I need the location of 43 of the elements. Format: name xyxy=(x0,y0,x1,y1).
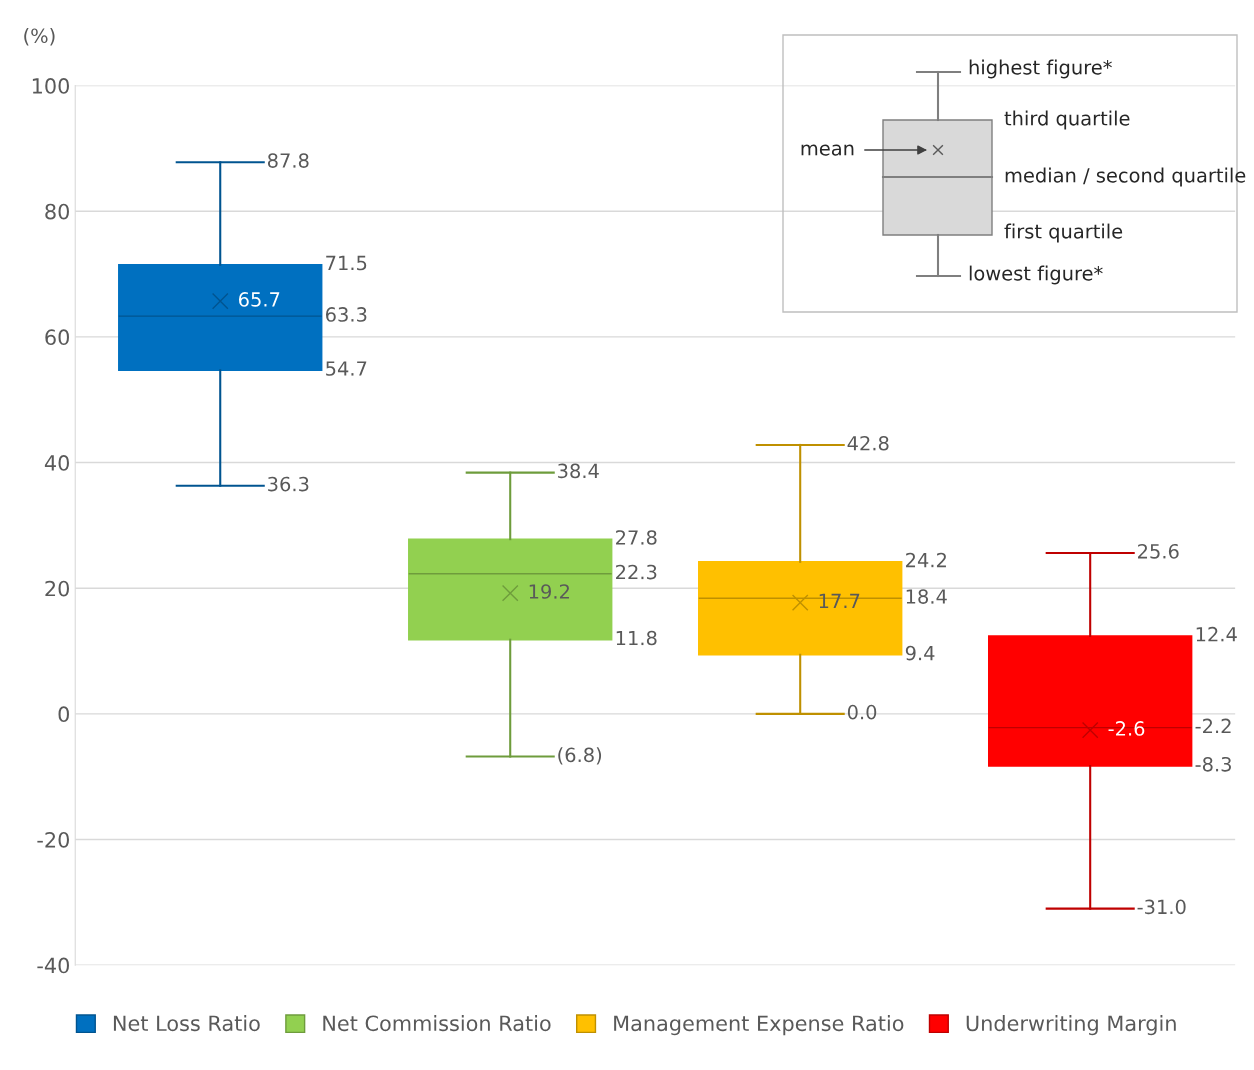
text: 12.4 xyxy=(1196,626,1237,642)
y-tick-label: 100 xyxy=(32,78,69,94)
annotation: first quartile xyxy=(1004,223,1123,243)
text: 11.8 xyxy=(616,630,657,646)
text: 9.4 xyxy=(905,645,935,661)
text: -31.0 xyxy=(1137,899,1186,915)
text: 65.7 xyxy=(238,292,280,307)
legend-label: Underwriting Margin xyxy=(966,1015,1176,1036)
text: 42.8 xyxy=(847,435,889,451)
text: 87.8 xyxy=(267,153,309,168)
y-tick-label: 0 xyxy=(58,706,69,723)
y-axis-title: (%) xyxy=(24,28,55,46)
y-tick-label: -40 xyxy=(37,957,69,974)
text: 54.7 xyxy=(326,361,367,376)
legend-label: Management Expense Ratio xyxy=(614,1015,904,1036)
legend-label: Net Loss Ratio xyxy=(113,1015,260,1032)
annotation: mean xyxy=(801,144,854,156)
text: 36.3 xyxy=(268,476,309,492)
text: 18.4 xyxy=(906,589,947,604)
text: 0.0 xyxy=(847,704,877,720)
text: -8.3 xyxy=(1195,756,1231,772)
text: -2.2 xyxy=(1195,718,1231,734)
text: 22.3 xyxy=(616,564,657,580)
text: 71.5 xyxy=(326,255,367,271)
y-tick-label: 80 xyxy=(45,203,69,220)
annotation: median / second quartile xyxy=(1005,167,1246,187)
text: -2.6 xyxy=(1108,721,1145,736)
text: 63.3 xyxy=(325,307,367,322)
text: 24.2 xyxy=(906,552,946,568)
text: 25.6 xyxy=(1138,543,1179,559)
text: highest figure* xyxy=(969,59,1112,79)
text: (6.8) xyxy=(558,747,602,765)
annotation: third quartile xyxy=(1004,110,1130,130)
text: 27.8 xyxy=(616,530,657,545)
y-tick-label: 40 xyxy=(44,455,69,471)
y-tick-label: 20 xyxy=(45,580,69,597)
text: 19.2 xyxy=(529,584,569,599)
annotation: lowest figure* xyxy=(969,265,1103,285)
legend-label: Net Commission Ratio xyxy=(323,1015,551,1032)
text: 17.7 xyxy=(819,593,860,609)
y-tick-label: -20 xyxy=(37,831,69,848)
text: 38.4 xyxy=(558,463,599,479)
y-tick-label: 60 xyxy=(45,329,69,346)
